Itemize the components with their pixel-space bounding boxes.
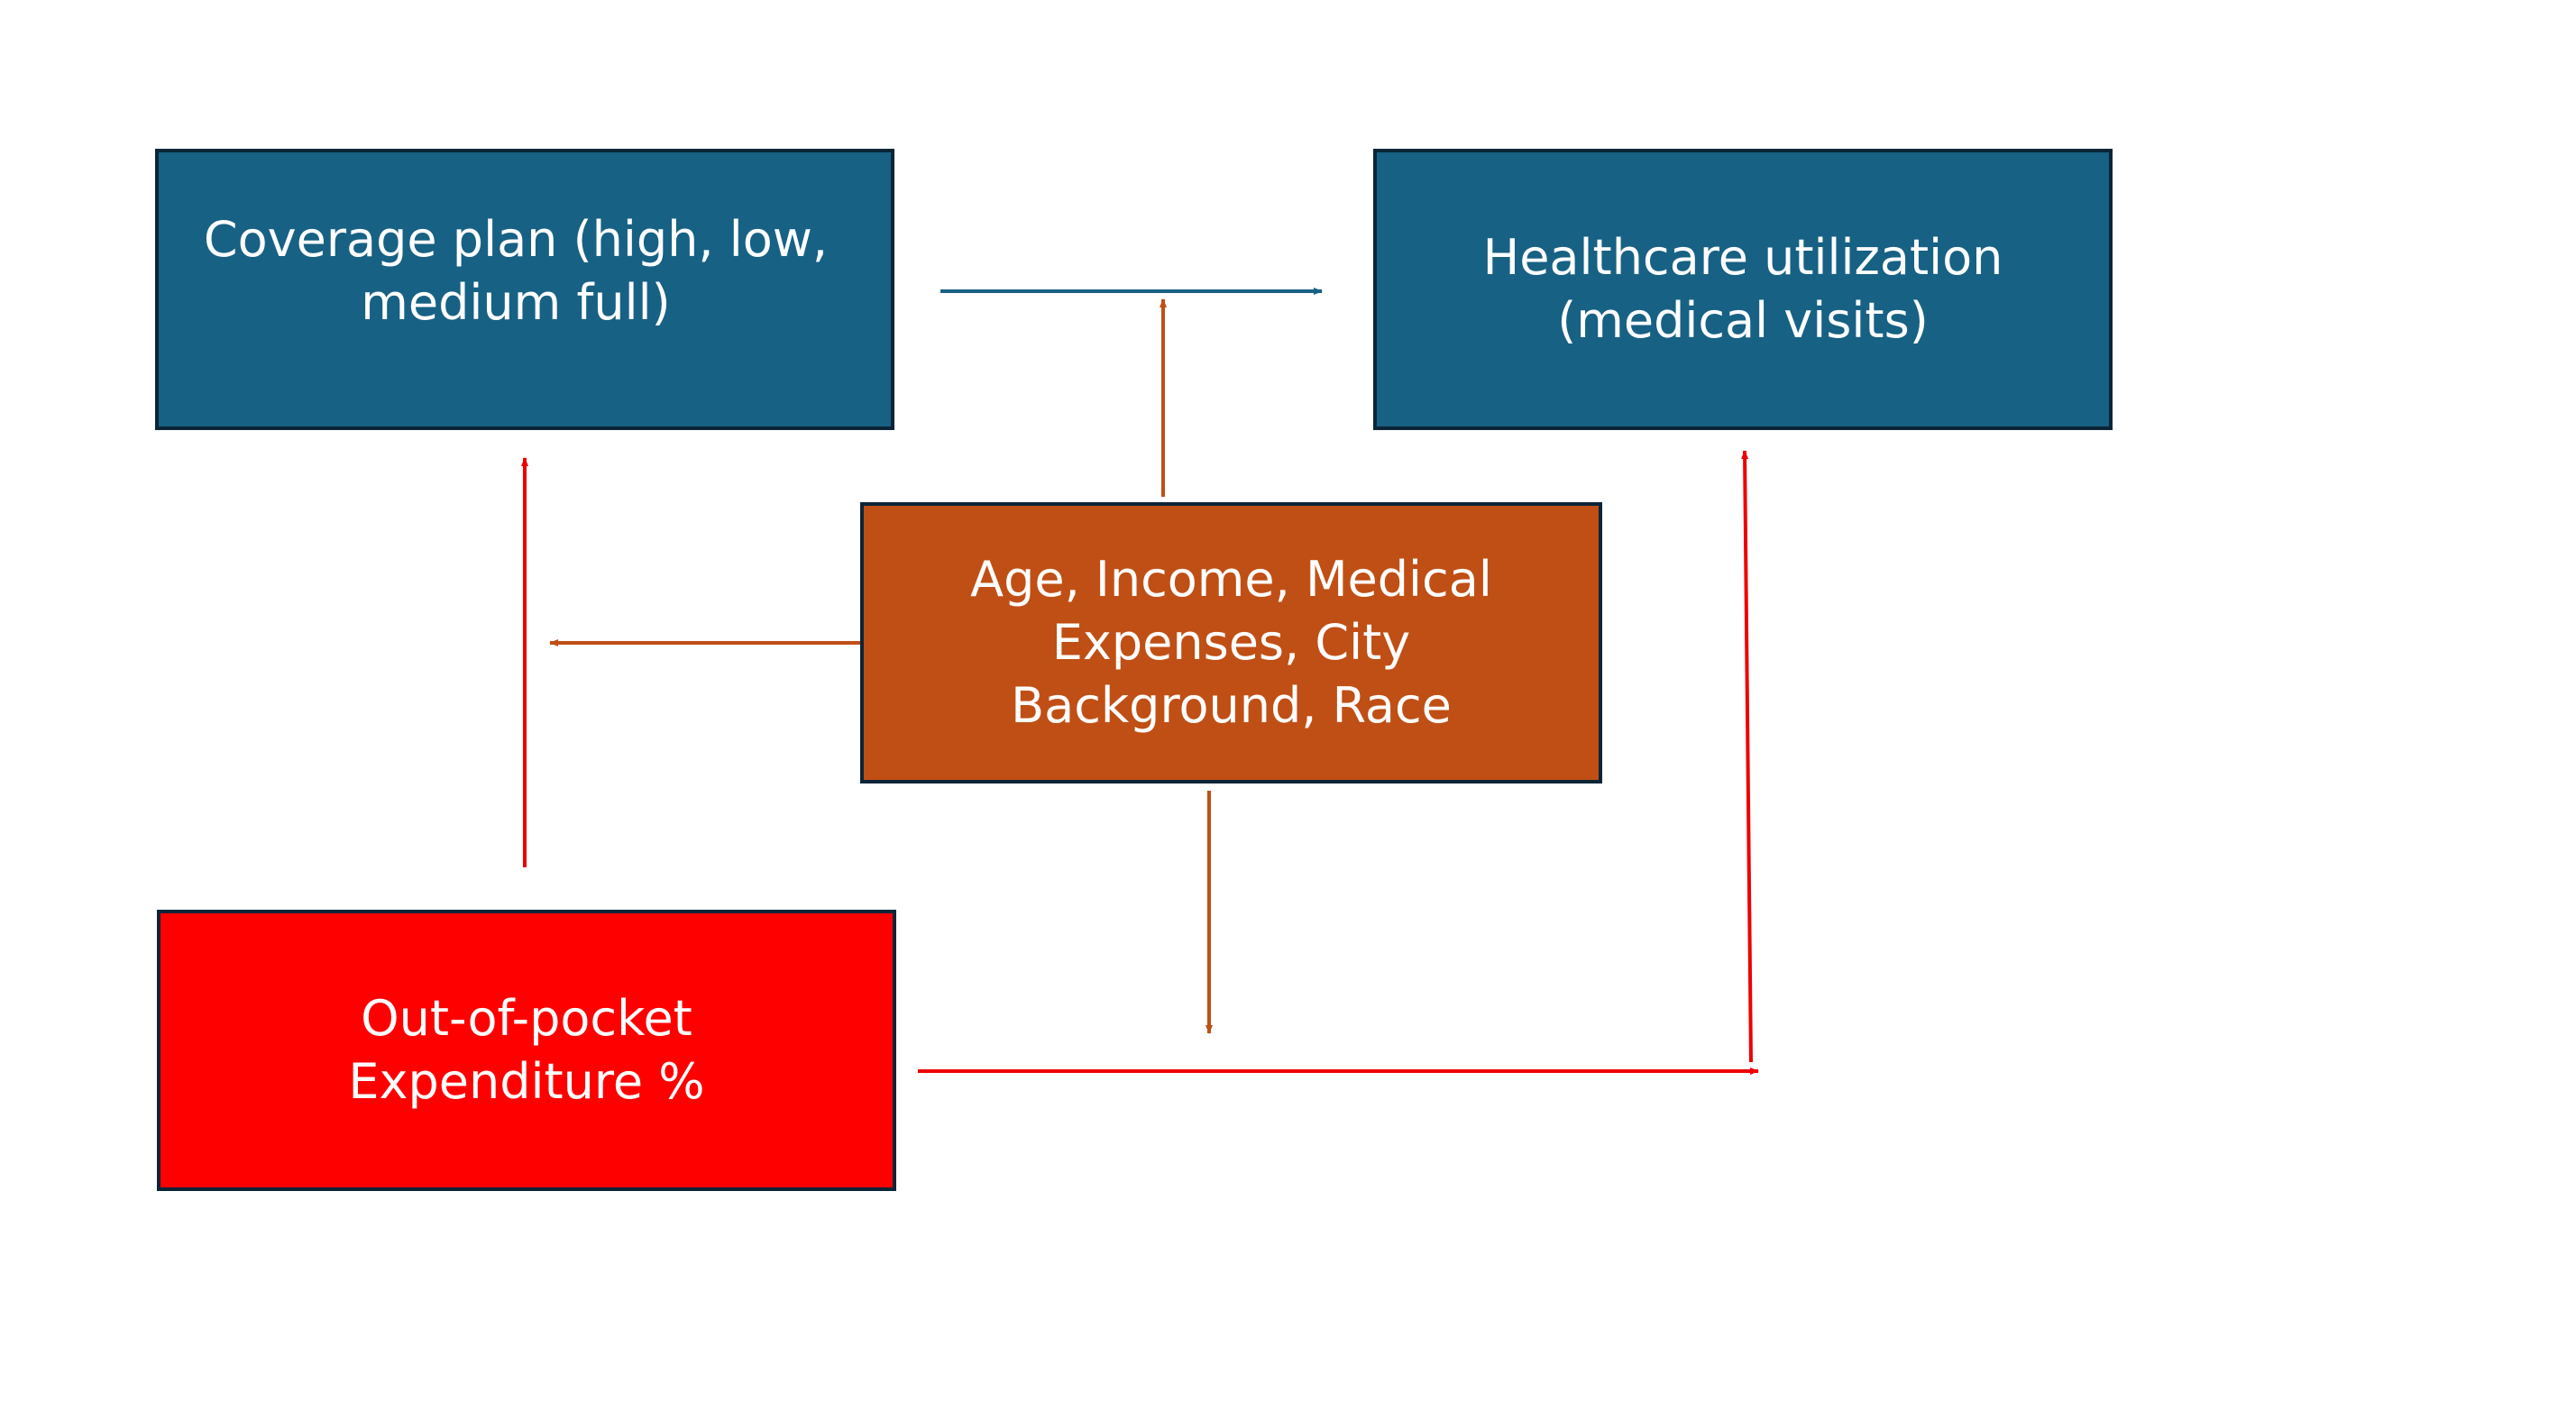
out-of-pocket-label: Out-of-pocket Expenditure % (348, 989, 705, 1110)
healthcare-utilization-label: Healthcare utilization (medical visits) (1482, 228, 2003, 349)
coverage-plan-node: Coverage plan (high, low, medium full) (155, 149, 894, 430)
covariates-label: Age, Income, Medical Expenses, City Back… (970, 550, 1492, 735)
covariates-node: Age, Income, Medical Expenses, City Back… (860, 502, 1602, 783)
coverage-plan-label: Coverage plan (high, low, medium full) (203, 210, 829, 331)
arrow-oop-to-utilization (1741, 450, 1753, 1063)
healthcare-utilization-node: Healthcare utilization (medical visits) (1373, 149, 2113, 430)
out-of-pocket-node: Out-of-pocket Expenditure % (157, 910, 896, 1191)
